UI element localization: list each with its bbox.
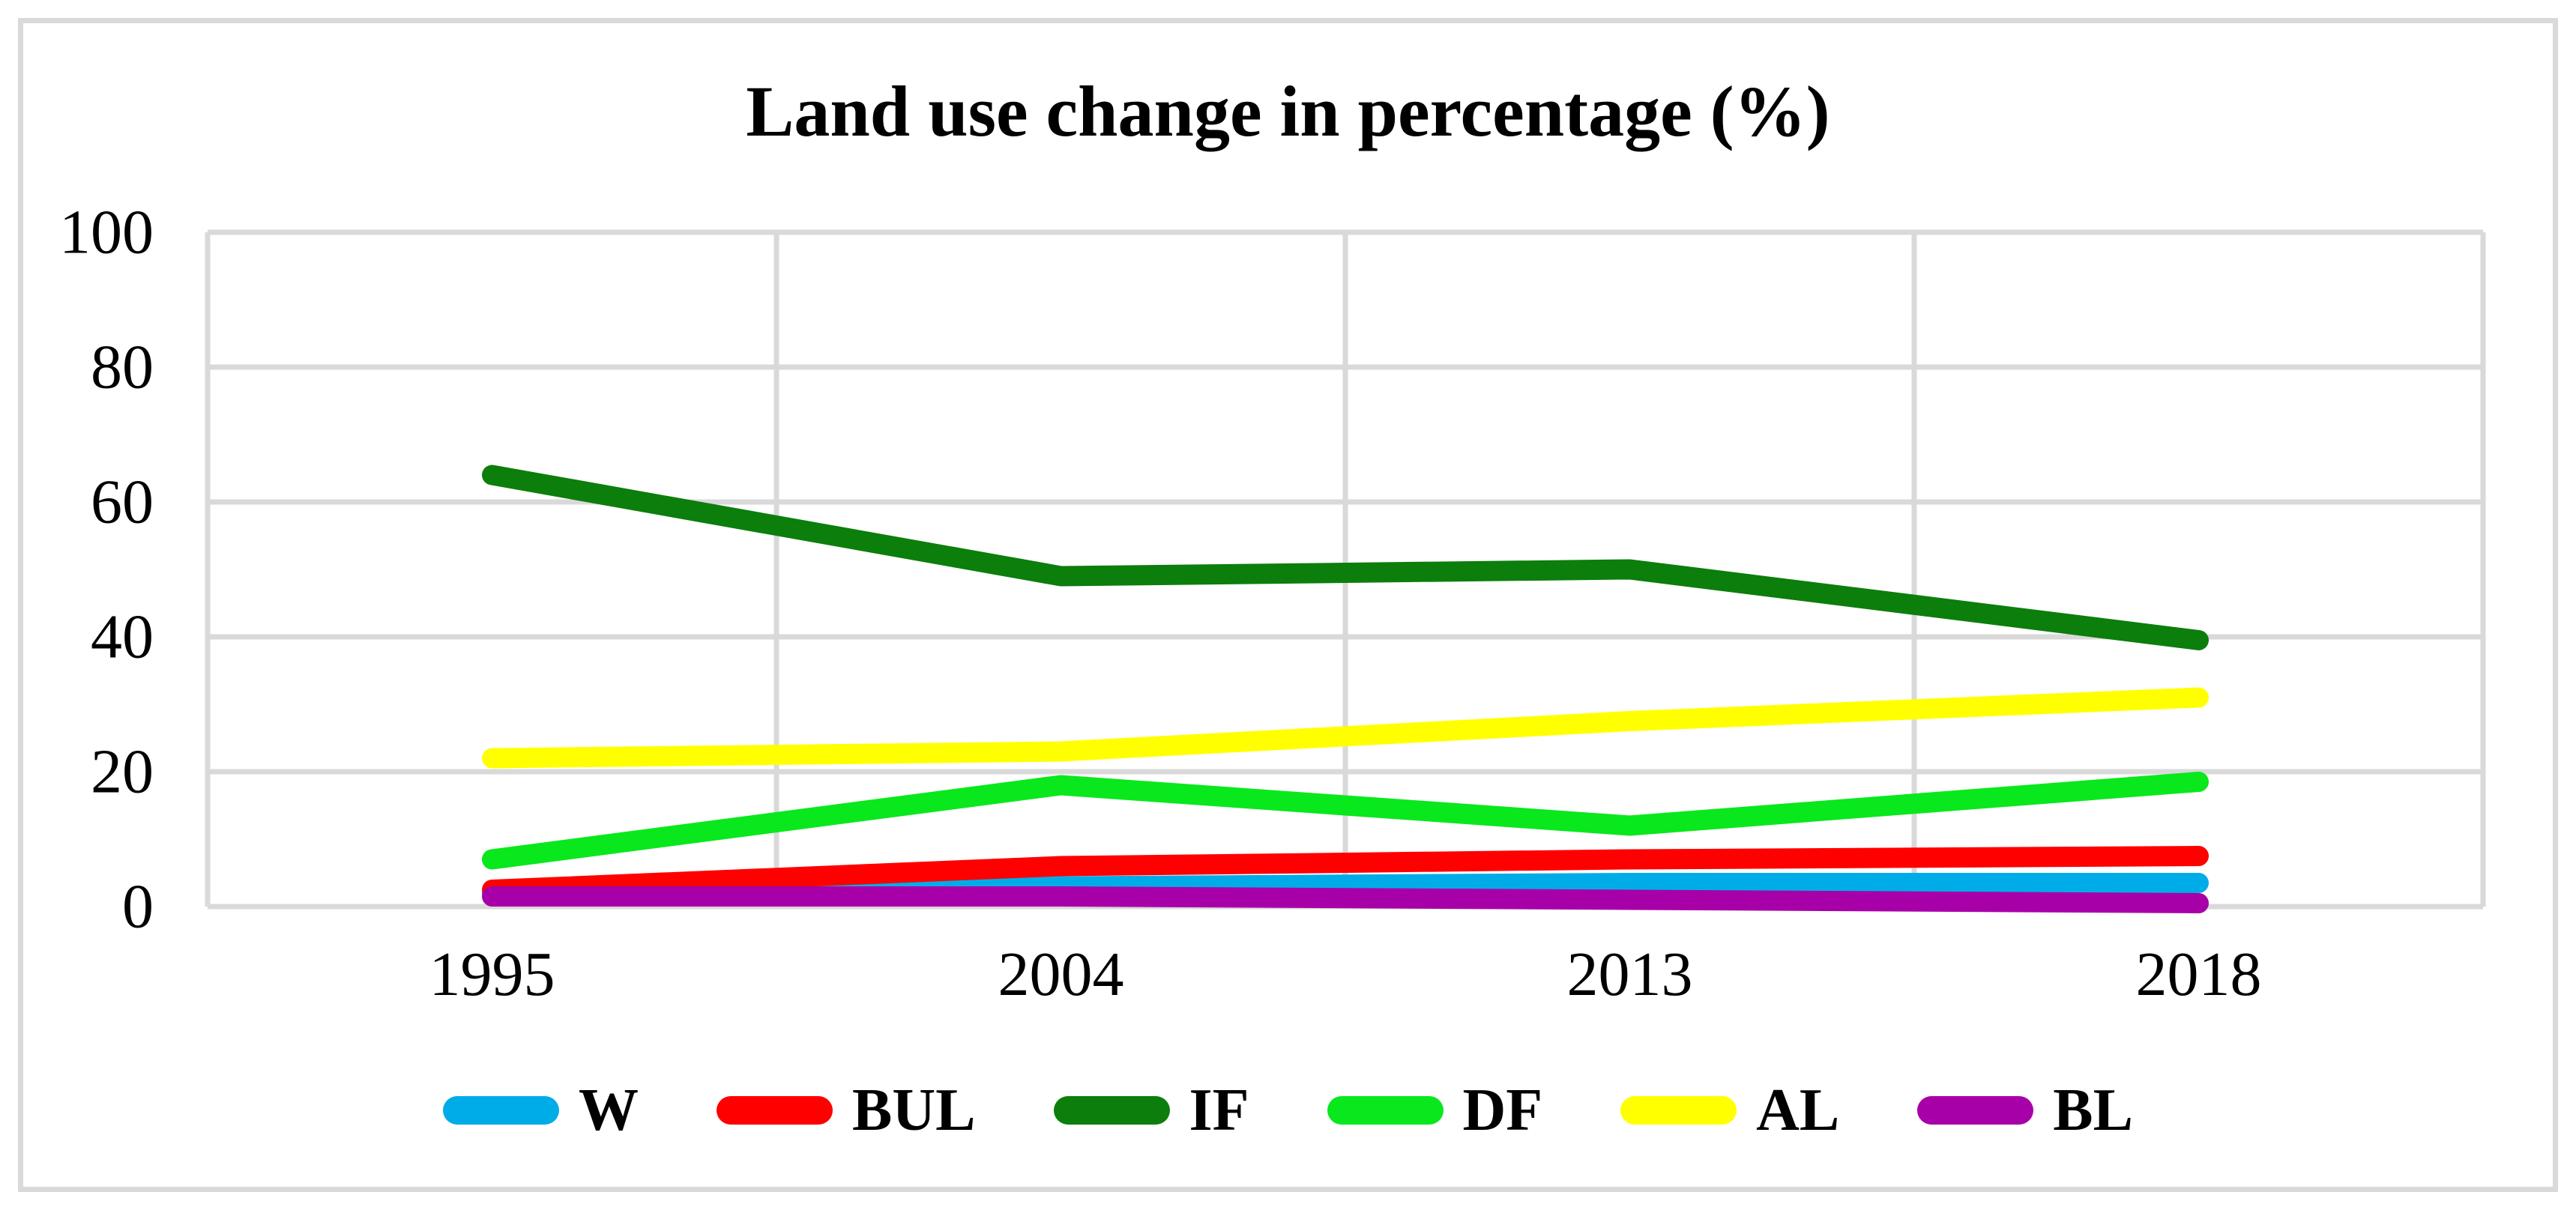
x-axis-tick-label: 1995 (429, 940, 555, 1009)
legend-swatch-if (1053, 1096, 1170, 1125)
legend-item-bl: BL (1917, 1076, 2133, 1145)
legend-label-al: AL (1756, 1077, 1840, 1143)
legend-swatch-df (1327, 1096, 1444, 1125)
x-axis-tick-label: 2018 (2136, 940, 2262, 1009)
y-axis-tick-label: 0 (122, 872, 154, 942)
legend-item-if: IF (1053, 1076, 1249, 1145)
series-line-bl (482, 886, 2209, 913)
x-axis-tick-label: 2004 (998, 940, 1124, 1009)
legend-item-bul: BUL (717, 1076, 976, 1145)
series-line-if (482, 465, 2209, 650)
y-axis-tick-label: 80 (91, 333, 154, 402)
series-line-bul (482, 846, 2209, 900)
legend-swatch-w (443, 1096, 559, 1125)
legend-item-w: W (443, 1076, 639, 1145)
y-axis-tick-label: 40 (91, 602, 154, 672)
legend-label-bul: BUL (852, 1077, 976, 1143)
legend: W BUL IF DF AL BL (0, 1076, 2576, 1145)
series-line-al (482, 687, 2209, 769)
legend-label-if: IF (1189, 1077, 1249, 1143)
chart-title: Land use change in percentage (%) (746, 71, 1830, 151)
x-axis-tick-label: 2013 (1567, 940, 1693, 1009)
legend-item-al: AL (1620, 1076, 1839, 1145)
legend-swatch-bl (1917, 1096, 2034, 1125)
y-axis-tick-label: 60 (91, 468, 154, 537)
y-axis-tick-label: 20 (91, 737, 154, 807)
legend-swatch-bul (717, 1096, 833, 1125)
legend-label-w: W (579, 1077, 639, 1143)
y-axis-tick-label: 100 (59, 198, 154, 267)
series-line-df (482, 772, 2209, 870)
legend-item-df: DF (1327, 1076, 1543, 1145)
legend-label-df: DF (1462, 1077, 1543, 1143)
legend-label-bl: BL (2053, 1077, 2133, 1143)
legend-swatch-al (1620, 1096, 1737, 1125)
